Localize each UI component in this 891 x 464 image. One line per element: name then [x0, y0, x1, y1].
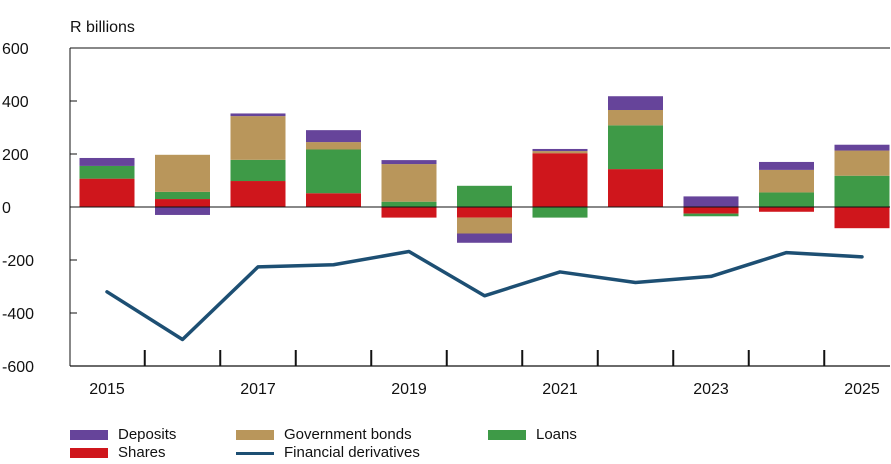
- bar-loans-2016: [155, 191, 210, 200]
- bar-government-bonds-2020: [457, 217, 512, 234]
- legend-item-loans: Loans: [488, 426, 577, 444]
- bar-deposits-2016: [155, 207, 210, 215]
- bar-shares-2018: [306, 193, 361, 207]
- x-tick-label: 2021: [542, 381, 578, 398]
- bar-government-bonds-2018: [306, 142, 361, 150]
- bar-deposits-2017: [230, 113, 286, 117]
- bar-loans-2020: [457, 185, 512, 207]
- bar-deposits-2023: [683, 196, 739, 207]
- legend-item-government-bonds: Government bonds: [236, 426, 412, 444]
- bar-loans-2023: [683, 213, 739, 217]
- bar-government-bonds-2024: [759, 169, 814, 193]
- bar-loans-2025: [834, 175, 890, 207]
- bar-loans-2024: [759, 192, 814, 207]
- bar-deposits-2022: [608, 96, 663, 111]
- bar-shares-2022: [608, 169, 663, 207]
- bar-loans-2018: [306, 149, 361, 194]
- legend-label-financial-derivatives: Financial derivatives: [284, 444, 420, 461]
- legend-item-deposits: Deposits: [70, 426, 176, 444]
- y-tick-label: 600: [2, 41, 29, 58]
- bar-government-bonds-2025: [834, 150, 890, 176]
- legend: Deposits Government bonds Loans Shares F…: [70, 426, 690, 462]
- bar-government-bonds-2019: [381, 164, 437, 202]
- y-tick-label: 200: [2, 147, 29, 164]
- bar-deposits-2018: [306, 130, 361, 143]
- bar-deposits-2020: [457, 233, 512, 243]
- y-tick-label: 0: [2, 200, 11, 217]
- bar-government-bonds-2016: [155, 154, 210, 192]
- legend-swatch-government-bonds: [236, 430, 274, 440]
- bar-loans-2021: [532, 207, 588, 218]
- y-tick-label: -200: [2, 253, 34, 270]
- bar-shares-2020: [457, 207, 512, 218]
- legend-swatch-financial-derivatives: [236, 451, 274, 455]
- bar-deposits-2015: [79, 157, 135, 166]
- legend-label-deposits: Deposits: [118, 426, 177, 443]
- y-unit-label: R billions: [70, 19, 135, 36]
- bar-loans-2017: [230, 159, 286, 182]
- legend-swatch-shares: [70, 448, 108, 458]
- legend-item-financial-derivatives: Financial derivatives: [236, 444, 420, 462]
- bar-loans-2015: [79, 165, 135, 179]
- bar-deposits-2019: [381, 160, 437, 165]
- bar-shares-2017: [230, 181, 286, 207]
- y-tick-label: -600: [2, 359, 34, 376]
- legend-swatch-deposits: [70, 430, 108, 440]
- bar-shares-2025: [834, 207, 890, 229]
- x-tick-label: 2019: [391, 381, 427, 398]
- x-tick-label: 2025: [844, 381, 880, 398]
- legend-label-loans: Loans: [536, 426, 577, 443]
- bar-government-bonds-2022: [608, 110, 663, 126]
- bars: [79, 96, 890, 243]
- bar-shares-2019: [381, 207, 437, 218]
- y-axis-tick-labels: 600 400 200 0 -200 -400 -600: [2, 41, 77, 376]
- x-axis-tick-labels: 2015 2017 2019 2021 2023 2025: [89, 381, 880, 398]
- legend-label-government-bonds: Government bonds: [284, 426, 412, 443]
- bar-deposits-2021: [532, 148, 588, 152]
- x-tick-label: 2023: [693, 381, 729, 398]
- bar-shares-2021: [532, 153, 588, 207]
- axes: [69, 47, 890, 367]
- bar-loans-2022: [608, 125, 663, 170]
- legend-swatch-loans: [488, 430, 526, 440]
- bar-deposits-2024: [759, 161, 814, 170]
- y-tick-label: -400: [2, 306, 34, 323]
- legend-item-shares: Shares: [70, 444, 166, 462]
- bar-shares-2016: [155, 199, 210, 207]
- bar-government-bonds-2017: [230, 116, 286, 160]
- bar-loans-2019: [381, 201, 437, 207]
- legend-label-shares: Shares: [118, 444, 166, 461]
- bar-government-bonds-2021: [532, 151, 588, 154]
- line-financial-derivatives: [105, 249, 864, 342]
- x-tick-label: 2017: [240, 381, 276, 398]
- y-tick-label: 400: [2, 94, 29, 111]
- bar-shares-2015: [79, 178, 135, 207]
- line-layer: [105, 249, 864, 342]
- bar-deposits-2025: [834, 144, 890, 151]
- bar-shares-2024: [759, 207, 814, 212]
- x-tick-label: 2015: [89, 381, 125, 398]
- bar-shares-2023: [683, 207, 739, 214]
